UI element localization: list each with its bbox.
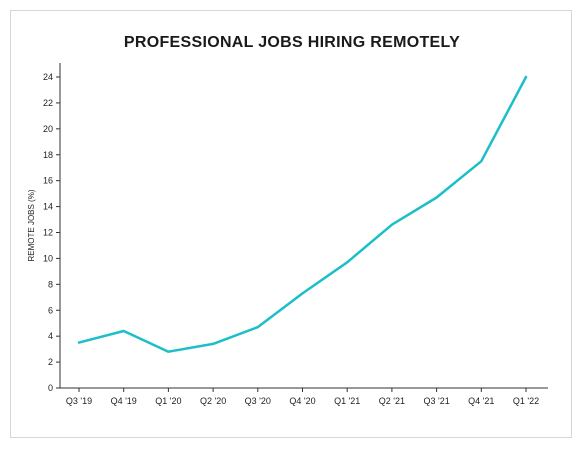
y-tick-label: 2 [48,357,53,367]
x-tick-label: Q3 '21 [423,396,449,406]
y-tick-label: 6 [48,305,53,315]
chart-frame [10,10,572,438]
x-tick-label: Q3 '19 [66,396,92,406]
y-tick-label: 20 [43,124,53,134]
x-tick-label: Q2 '21 [379,396,405,406]
x-tick-label: Q4 '19 [111,396,137,406]
series-line [77,75,528,353]
x-tick-label: Q4 '21 [468,396,494,406]
x-axis-ticks: Q3 '19 Q4 '19 Q1 '20 Q2 '20 Q3 '20 Q4 '20 Q1 '… [66,388,539,406]
y-tick-label: 10 [43,253,53,263]
y-tick-label: 18 [43,150,53,160]
series-layer [77,75,528,353]
y-tick-label: 16 [43,176,53,186]
x-tick-label: Q2 '20 [200,396,226,406]
y-tick-label: 8 [48,279,53,289]
y-tick-label: 22 [43,98,53,108]
y-tick-label: 0 [48,383,53,393]
x-tick-label: Q1 '20 [155,396,181,406]
x-tick-label: Q1 '21 [334,396,360,406]
chart-title: PROFESSIONAL JOBS HIRING REMOTELY [123,34,461,51]
x-tick-label: Q4 '20 [289,396,315,406]
y-tick-label: 24 [43,72,53,82]
y-tick-label: 12 [43,228,53,238]
y-axis-label: REMOTE JOBS (%) [27,189,36,261]
x-tick-label: Q1 '22 [513,396,539,406]
axes [59,63,548,389]
y-tick-label: 4 [48,331,53,341]
y-tick-label: 14 [43,202,53,212]
x-tick-label: Q3 '20 [245,396,271,406]
